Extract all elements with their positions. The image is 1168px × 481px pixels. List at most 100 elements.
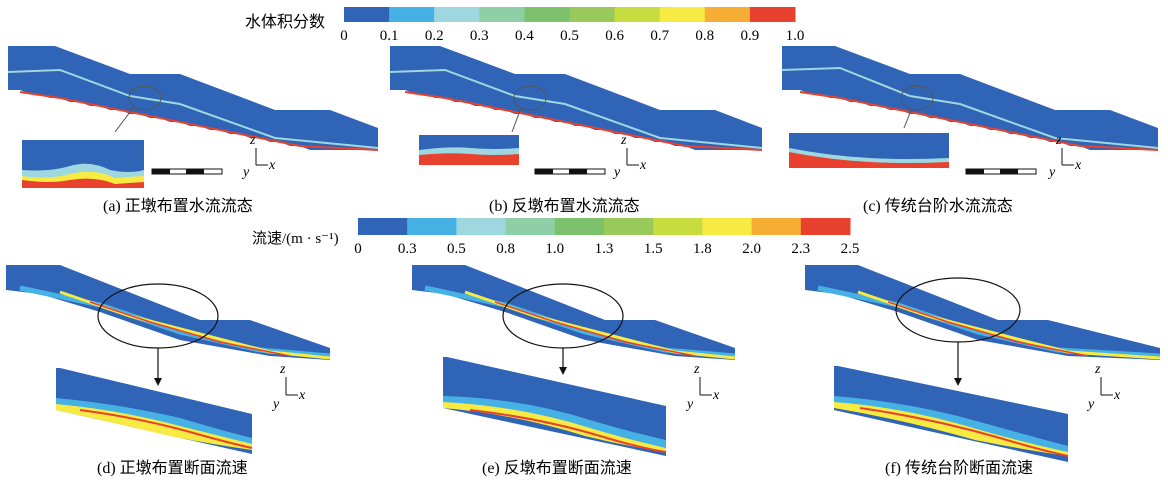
panel-a: z y x (a) 正墩布置水流流态 [8, 46, 378, 215]
colorbar-1-swatch [524, 7, 570, 22]
colorbar-1-tick-label: 0.2 [425, 28, 444, 44]
colorbar-1-swatch [615, 7, 661, 22]
colorbar-2-swatches [358, 218, 851, 235]
zoom-arrowhead-e [559, 367, 567, 375]
axis-y-d: y [271, 397, 280, 412]
scale-bar-a [152, 169, 222, 174]
colorbar-1-swatches [344, 7, 796, 22]
axis-triad-b: z y x [612, 133, 647, 180]
axis-triad-e: z y x [685, 362, 720, 412]
colorbar-2-swatch [358, 218, 408, 235]
axis-x-a: x [268, 158, 276, 173]
colorbar-2-tick-label: 2.3 [791, 241, 810, 257]
colorbar-2-tick-label: 0 [354, 241, 362, 257]
colorbar-1-swatch [570, 7, 616, 22]
colorbar-2-tick-label: 2.0 [742, 241, 761, 257]
axis-y-b: y [612, 165, 621, 180]
colorbar-1-tick-label: 0.3 [470, 28, 489, 44]
colorbar-1-swatch [434, 7, 480, 22]
axis-y-e: y [685, 397, 694, 412]
colorbar-2-tick-label: 2.5 [841, 241, 860, 257]
colorbar-1-tick-label: 0.8 [695, 28, 714, 44]
inset-e [443, 357, 666, 456]
axis-x-e: x [712, 388, 720, 403]
colorbar-2-tick-label: 1.5 [644, 241, 663, 257]
axis-z-e: z [693, 362, 700, 377]
panel-f: z y x (f) 传统台阶断面流速 [805, 265, 1160, 477]
inset-b [419, 135, 519, 165]
axis-z-b: z [620, 133, 627, 148]
colorbar-2-tick-label: 0.5 [447, 241, 466, 257]
colorbar-2-ticks: 0 0.3 0.5 0.8 1.0 1.3 1.5 1.8 2.0 2.3 2.5 [354, 241, 859, 257]
axis-triad-f: z y x [1086, 362, 1121, 412]
axis-x-d: x [298, 388, 306, 403]
colorbar-2-tick-label: 1.8 [693, 241, 712, 257]
axis-triad-d: z y x [271, 362, 306, 412]
caption-d: (d) 正墩布置断面流速 [97, 459, 248, 477]
colorbar-1-tick-label: 0 [340, 28, 348, 44]
axis-y-f: y [1086, 397, 1095, 412]
colorbar-2-tick-label: 1.3 [595, 241, 614, 257]
colorbar-1-swatch [389, 7, 435, 22]
colorbar-2-swatch [506, 218, 556, 235]
colorbar-1-tick-label: 0.9 [741, 28, 760, 44]
panel-c: z y x (c) 传统台阶水流流态 [782, 46, 1158, 215]
colorbar-2-swatch [702, 218, 752, 235]
axis-z-f: z [1094, 362, 1101, 377]
colorbar-2-swatch [801, 218, 851, 235]
caption-f: (f) 传统台阶断面流速 [885, 459, 1033, 477]
inset-a [22, 140, 144, 188]
colorbar-2-tick-label: 0.3 [398, 241, 417, 257]
velocity-field-e [412, 265, 735, 360]
colorbar-1-ticks: 0 0.1 0.2 0.3 0.4 0.5 0.6 0.7 0.8 0.9 1.0 [340, 28, 804, 44]
colorbar-volume-fraction: 水体积分数 0 0.1 0.2 0.3 0.4 0.5 0.6 0.7 0.8 0.9 1.0 [245, 7, 804, 44]
colorbar-2-swatch [555, 218, 605, 235]
axis-y-c: y [1047, 165, 1056, 180]
colorbar-1-tick-label: 0.7 [650, 28, 669, 44]
velocity-field-d [6, 265, 330, 360]
colorbar-1-swatch [479, 7, 525, 22]
colorbar-2-swatch [604, 218, 654, 235]
axis-x-b: x [639, 158, 647, 173]
axis-z-a: z [249, 133, 256, 148]
colorbar-1-tick-label: 0.4 [515, 28, 534, 44]
colorbar-1-tick-label: 1.0 [786, 28, 805, 44]
axis-x-f: x [1113, 388, 1121, 403]
caption-c: (c) 传统台阶水流流态 [863, 197, 1013, 215]
colorbar-2-swatch [456, 218, 506, 235]
colorbar-1-swatch [750, 7, 796, 22]
caption-a: (a) 正墩布置水流流态 [103, 197, 253, 215]
velocity-field-f [805, 265, 1160, 360]
inset-c [789, 133, 949, 168]
colorbar-2-title: 流速/(m · s⁻¹) [252, 230, 339, 247]
caption-b: (b) 反墩布置水流流态 [489, 197, 640, 215]
panel-e: z y x (e) 反墩布置断面流速 [412, 265, 735, 477]
colorbar-2-swatch [653, 218, 703, 235]
colorbar-1-tick-label: 0.5 [560, 28, 579, 44]
zoom-arrowhead-d [154, 378, 162, 386]
colorbar-velocity: 流速/(m · s⁻¹) 0 0.3 0.5 0.8 1.0 1.3 1.5 1.8 2.0 2.… [252, 218, 859, 257]
panel-b: z y x (b) 反墩布置水流流态 [390, 46, 762, 215]
scale-bar-b [535, 169, 605, 174]
colorbar-1-swatch [660, 7, 706, 22]
panel-d: z y x (d) 正墩布置断面流速 [6, 265, 330, 477]
colorbar-1-swatch [705, 7, 751, 22]
inset-d [56, 368, 252, 454]
axis-x-c: x [1074, 158, 1082, 173]
caption-e: (e) 反墩布置断面流速 [482, 459, 632, 477]
scale-bar-c [966, 169, 1036, 174]
zoom-arrowhead-f [954, 378, 962, 386]
colorbar-1-tick-label: 0.1 [380, 28, 399, 44]
colorbar-1-tick-label: 0.6 [605, 28, 624, 44]
axis-y-a: y [241, 165, 250, 180]
colorbar-2-swatch [752, 218, 802, 235]
colorbar-1-swatch [344, 7, 390, 22]
axis-z-c: z [1055, 133, 1062, 148]
colorbar-2-tick-label: 1.0 [545, 241, 564, 257]
colorbar-2-tick-label: 0.8 [496, 241, 515, 257]
colorbar-1-title: 水体积分数 [245, 13, 325, 31]
colorbar-2-swatch [407, 218, 457, 235]
inset-f [834, 366, 1068, 462]
axis-z-d: z [279, 362, 286, 377]
